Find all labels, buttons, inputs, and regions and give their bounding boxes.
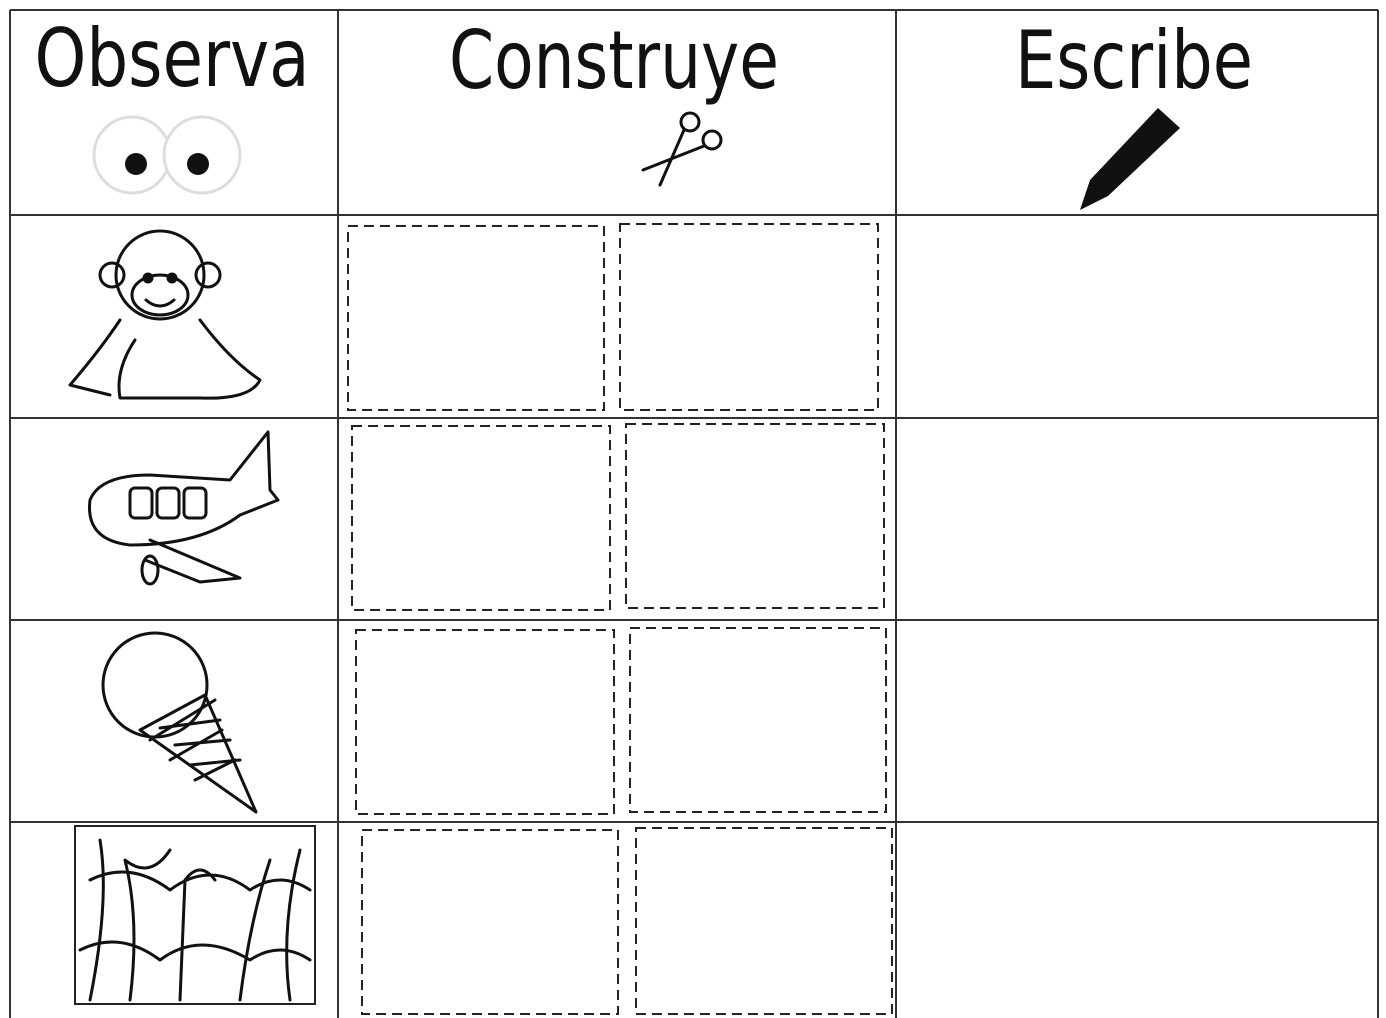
table-grid (9, 9, 1379, 1018)
column-header: Observa (35, 12, 310, 105)
column-header: Escribe (1015, 14, 1253, 107)
airplane-picture (88, 430, 280, 586)
eyes-icon (92, 115, 242, 195)
cut-boxes (347, 223, 893, 1015)
column-header: Construye (449, 14, 779, 107)
pencil-icon (1080, 108, 1180, 210)
scissors-icon (641, 111, 723, 187)
monkey-picture (68, 229, 262, 400)
jungle-picture (74, 825, 316, 1005)
ice-cream-picture (101, 631, 258, 814)
